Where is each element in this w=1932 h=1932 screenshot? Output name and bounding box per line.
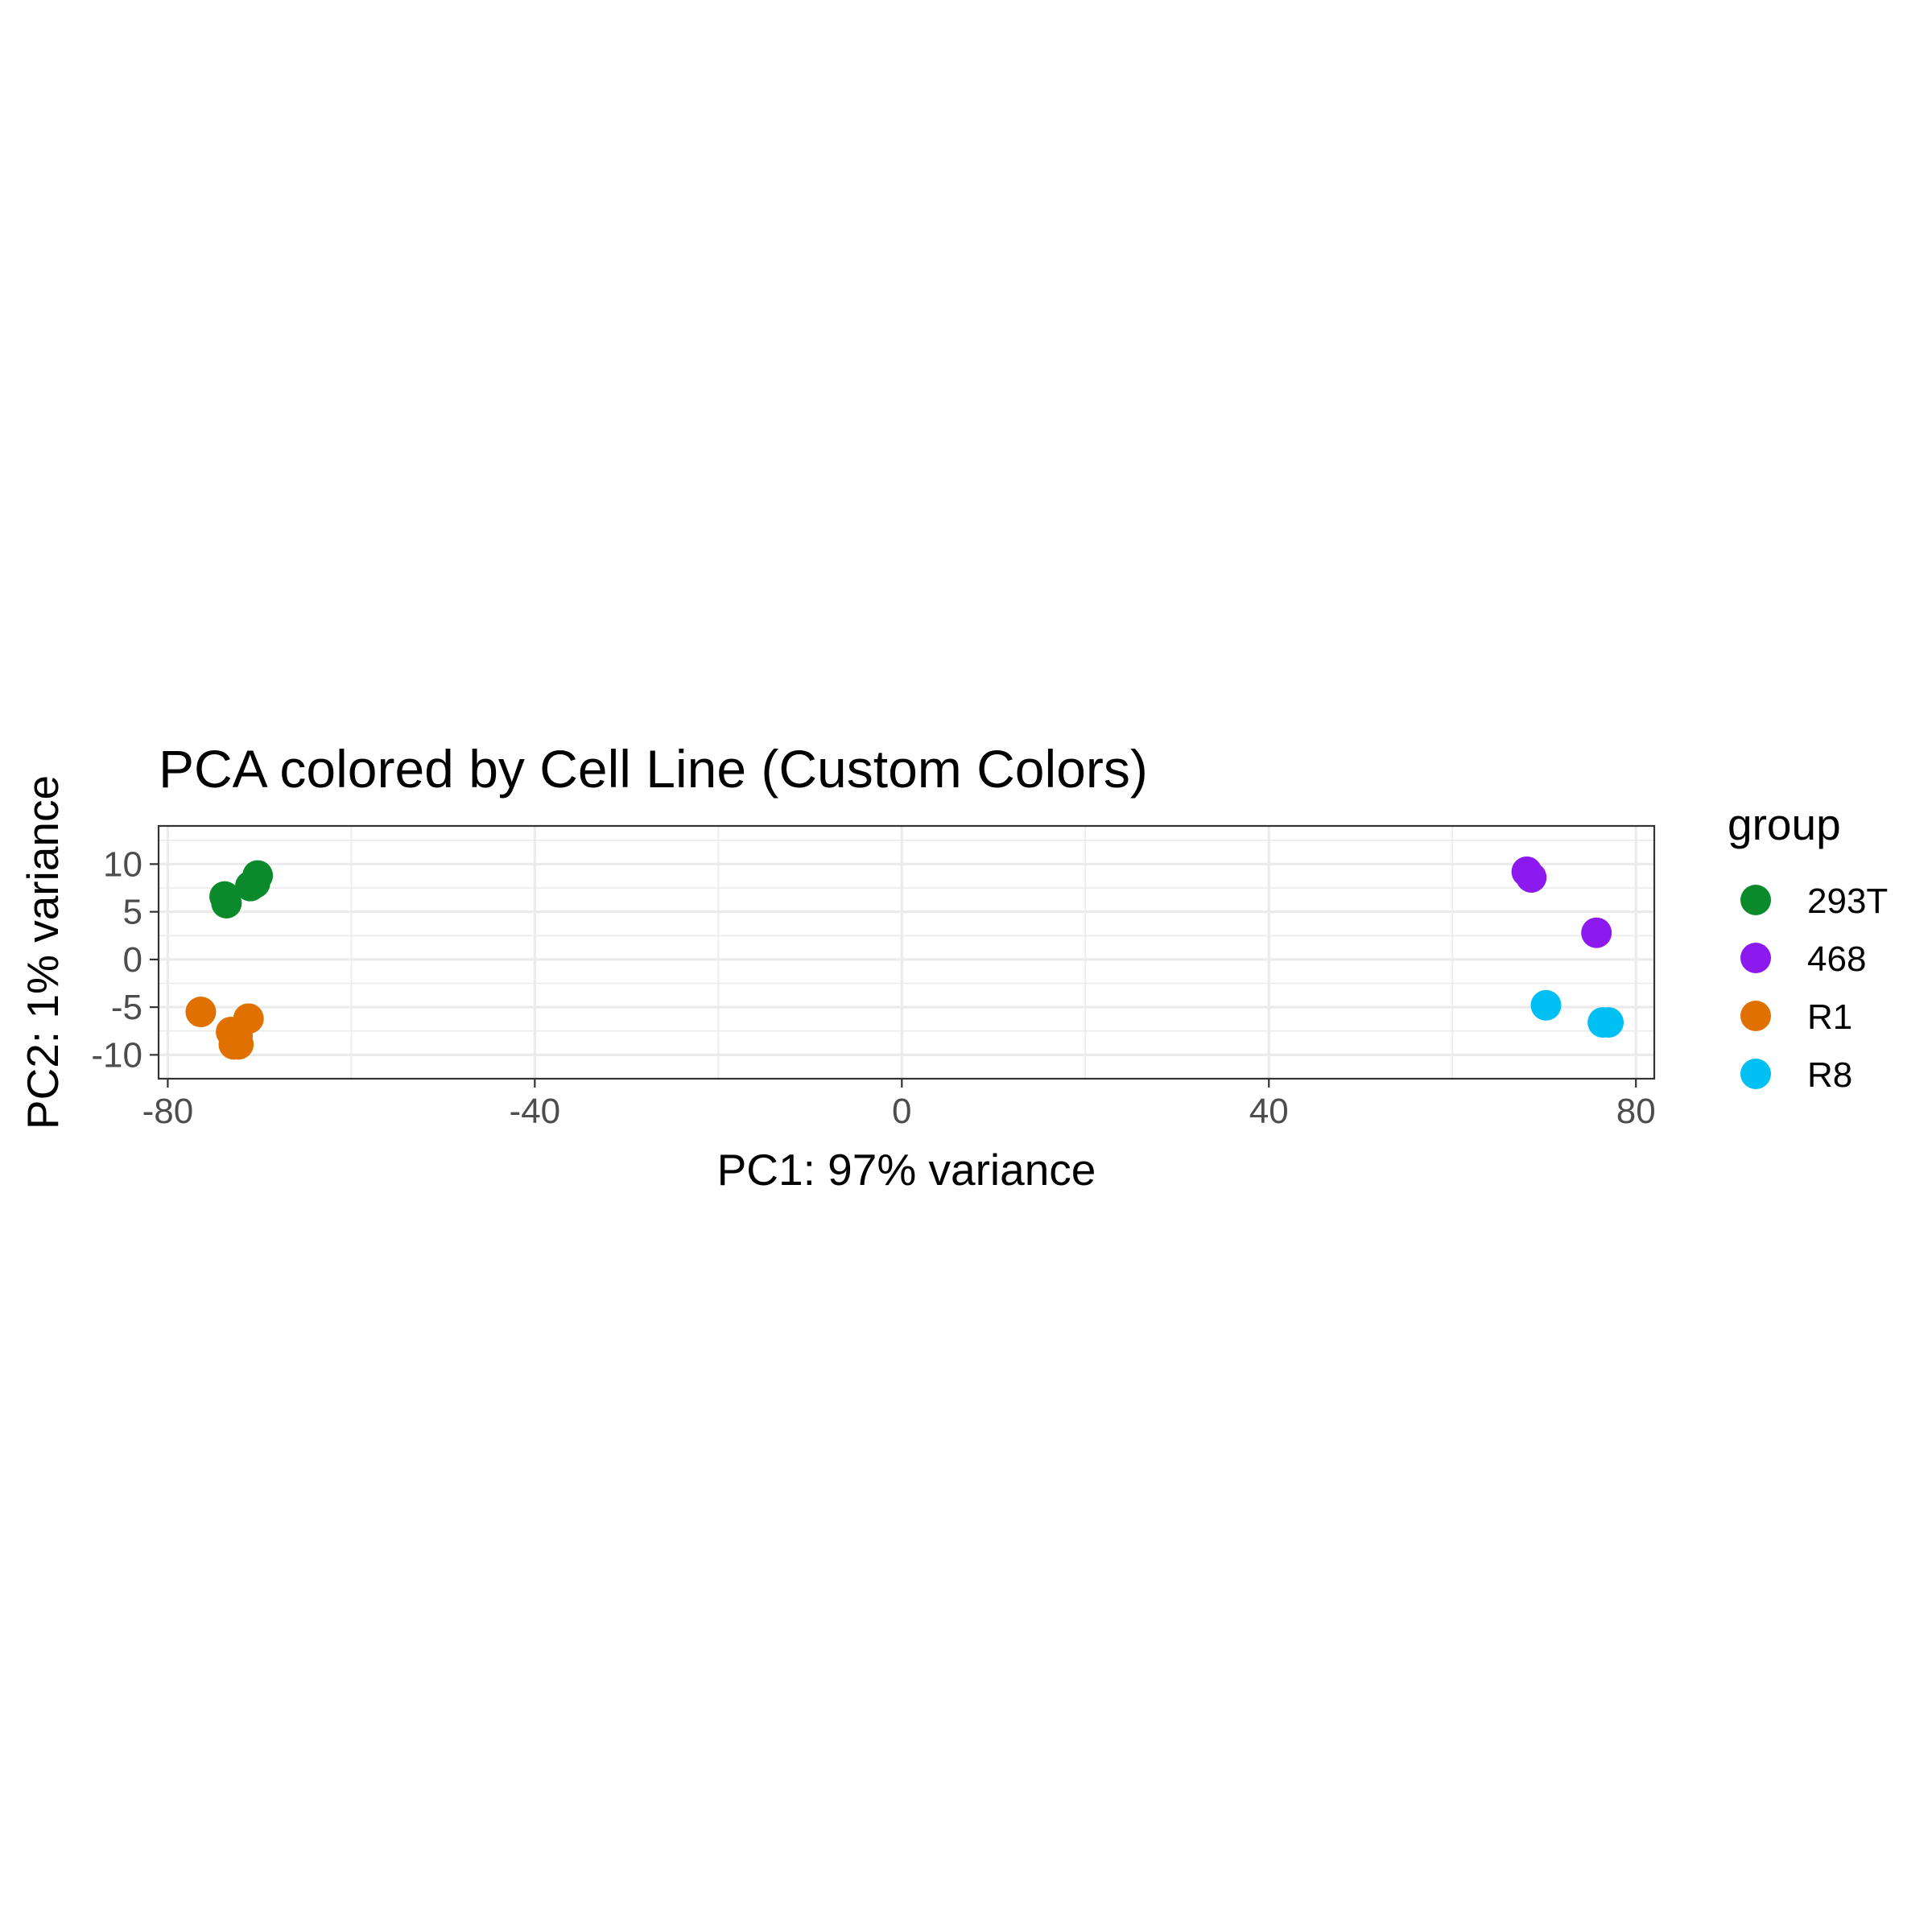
y-tick-label: -10 — [91, 1035, 142, 1075]
legend-label-293t: 293T — [1807, 881, 1888, 921]
legend-label-r1: R1 — [1807, 997, 1852, 1037]
legend-key-468 — [1740, 943, 1771, 973]
legend-label-r8: R8 — [1807, 1055, 1852, 1095]
legend-key-r1 — [1740, 1001, 1771, 1031]
panel-background — [159, 826, 1654, 1079]
data-points — [185, 856, 1624, 1060]
data-point-r8 — [1530, 989, 1562, 1021]
legend-title: group — [1728, 799, 1841, 849]
y-axis-title: PC2: 1% variance — [18, 775, 68, 1129]
x-axis-title: PC1: 97% variance — [717, 1145, 1096, 1195]
data-point-r1 — [185, 997, 217, 1028]
x-tick-label: -80 — [142, 1092, 194, 1131]
y-tick-label: 5 — [123, 893, 142, 932]
plot-panel — [157, 824, 1656, 1080]
y-tick-label: 10 — [103, 844, 142, 884]
data-point-468 — [1581, 917, 1612, 948]
legend: group 293T 468 R1 R8 — [1728, 799, 1888, 1095]
data-point-468 — [1516, 861, 1547, 893]
grid-major — [159, 826, 1654, 1079]
grid-minor — [159, 826, 1654, 1080]
x-tick-label: -40 — [510, 1092, 561, 1131]
y-tick-label: 0 — [123, 940, 142, 980]
x-tick-label: 80 — [1616, 1092, 1656, 1131]
y-tick-label: -5 — [111, 988, 142, 1027]
legend-items: 293T 468 R1 R8 — [1740, 881, 1888, 1095]
data-point-293t — [211, 887, 242, 919]
data-point-293t — [242, 860, 274, 891]
x-axis: -80 -40 0 40 80 — [142, 1079, 1656, 1131]
data-point-r8 — [1593, 1007, 1624, 1038]
legend-key-293t — [1740, 885, 1771, 915]
chart-title: PCA colored by Cell Line (Custom Colors) — [159, 739, 1148, 799]
y-axis: 10 5 0 -5 -10 — [91, 844, 159, 1075]
x-tick-label: 0 — [892, 1092, 911, 1131]
x-tick-label: 40 — [1249, 1092, 1289, 1131]
panel-border — [157, 824, 1656, 1080]
legend-label-468: 468 — [1807, 939, 1866, 979]
data-point-r1 — [223, 1029, 254, 1060]
legend-key-r8 — [1740, 1059, 1771, 1089]
